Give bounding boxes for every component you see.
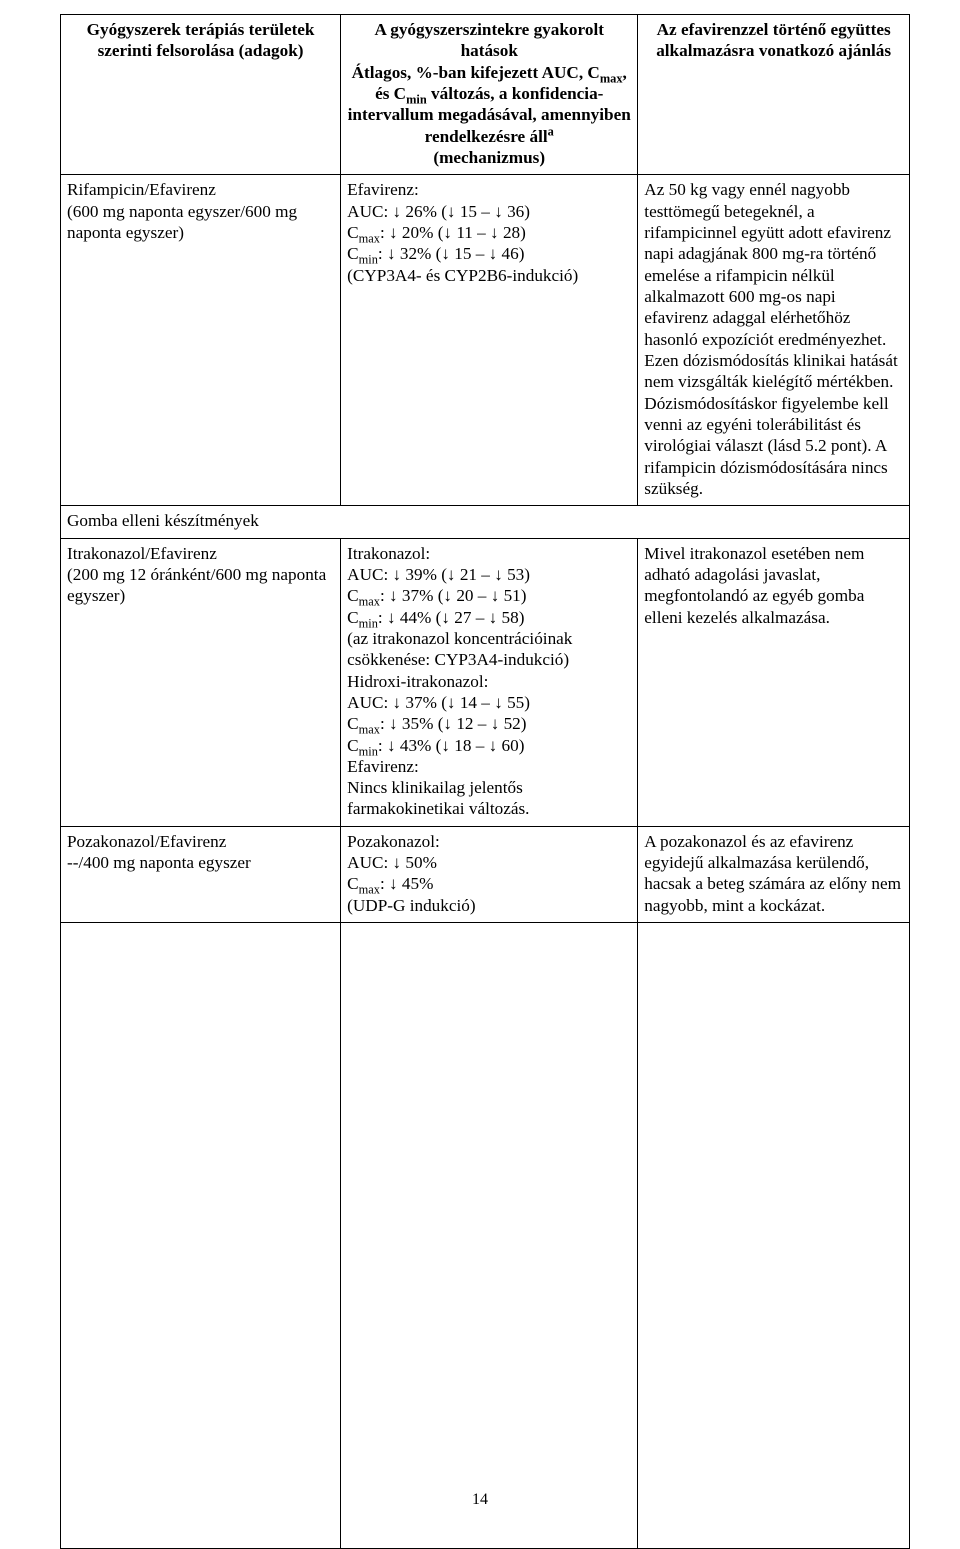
table-header-row: Gyógyszerek terápiás területek szerinti … (61, 15, 910, 175)
header-col2: A gyógyszerszintekre gyakorolt hatásokÁt… (341, 15, 638, 175)
cell-drug: Pozakonazol/Efavirenz--/400 mg naponta e… (61, 826, 341, 922)
table-row: Itrakonazol/Efavirenz(200 mg 12 óránként… (61, 538, 910, 826)
empty-cell (341, 923, 638, 1549)
cell-effect: Pozakonazol:AUC: ↓ 50%Cmax: ↓ 45%(UDP-G … (341, 826, 638, 922)
section-heading: Gomba elleni készítmények (61, 506, 910, 538)
empty-cell (61, 923, 341, 1549)
cell-effect: Efavirenz:AUC: ↓ 26% (↓ 15 – ↓ 36)Cmax: … (341, 175, 638, 506)
page-number: 14 (0, 1491, 960, 1509)
cell-drug: Itrakonazol/Efavirenz(200 mg 12 óránként… (61, 538, 341, 826)
header-col1: Gyógyszerek terápiás területek szerinti … (61, 15, 341, 175)
cell-effect: Itrakonazol:AUC: ↓ 39% (↓ 21 – ↓ 53)Cmax… (341, 538, 638, 826)
cell-drug: Rifampicin/Efavirenz(600 mg naponta egys… (61, 175, 341, 506)
cell-recommendation: A pozakonazol és az efavirenz egyidejű a… (638, 826, 910, 922)
cell-recommendation: Mivel itrakonazol esetében nem adható ad… (638, 538, 910, 826)
header-col3: Az efavirenzzel történő együttes alkalma… (638, 15, 910, 175)
table-row: Pozakonazol/Efavirenz--/400 mg naponta e… (61, 826, 910, 922)
cell-recommendation: Az 50 kg vagy ennél nagyobb testtömegű b… (638, 175, 910, 506)
empty-row (61, 923, 910, 1549)
empty-cell (638, 923, 910, 1549)
table-row: Rifampicin/Efavirenz(600 mg naponta egys… (61, 175, 910, 506)
section-row: Gomba elleni készítmények (61, 506, 910, 538)
drug-interaction-table: Gyógyszerek terápiás területek szerinti … (60, 14, 910, 1549)
page: Gyógyszerek terápiás területek szerinti … (0, 0, 960, 1533)
